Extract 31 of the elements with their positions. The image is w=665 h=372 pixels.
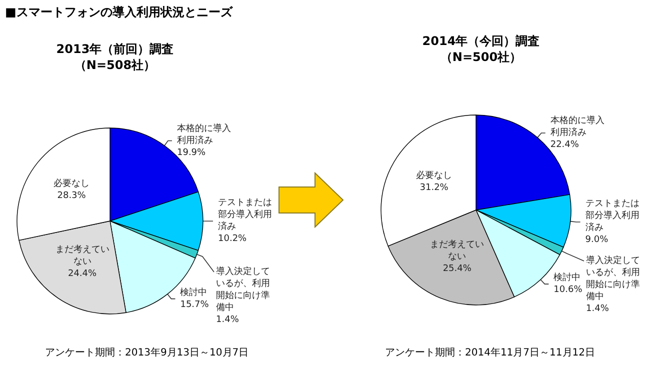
text: ■スマートフォンの導入利用状況とニーズ <box>5 5 234 19</box>
data-label: 10.2% <box>218 234 248 244</box>
slice-label: 必要なし <box>416 170 452 181</box>
data-label: 28.3% <box>57 190 86 201</box>
slice-label: 導入決定しているが、利用開始に向け準備中 <box>586 255 640 302</box>
text: アンケート期間：2013年9月13日～10月7日 <box>45 346 249 358</box>
slice-label: 必要なし <box>54 178 90 189</box>
chart-subtitle: （N=508社） <box>74 58 156 72</box>
text: アンケート期間：2014年11月7日～11月12日 <box>385 346 595 358</box>
data-label: 25.4% <box>442 264 472 274</box>
slice-label: 本格的に導入利用済み <box>176 122 231 146</box>
slice-label: まだ考えていない <box>430 238 484 262</box>
data-label: 24.4% <box>68 269 98 280</box>
data-label: 10.6% <box>554 285 583 296</box>
chart-subtitle: （N=500社） <box>440 50 522 64</box>
slice-label: テストまたは部分導入利用済み <box>585 199 640 234</box>
data-label: 22.4% <box>550 140 580 150</box>
chart-title: 2014年（今回）調査 <box>422 34 540 48</box>
slice-label: 検討中 <box>180 286 208 298</box>
data-label: 19.9% <box>176 148 206 158</box>
slice-label: 検討中 <box>554 272 581 284</box>
data-label: 15.7% <box>180 300 210 310</box>
chart-title: 2013年（前回）調査 <box>56 42 174 56</box>
data-label: 1.4% <box>216 315 240 325</box>
data-label: 9.0% <box>585 235 609 246</box>
slice-label: テストまたは部分導入利用済み <box>218 198 272 232</box>
data-label: 31.2% <box>420 182 449 193</box>
slice-label: 導入決定しているが、利用開始に向け準備中 <box>216 266 270 313</box>
slice-label: まだ考えていない <box>55 244 110 268</box>
data-label: 1.4% <box>586 304 610 314</box>
slice-label: 本格的に導入利用済み <box>550 114 604 138</box>
